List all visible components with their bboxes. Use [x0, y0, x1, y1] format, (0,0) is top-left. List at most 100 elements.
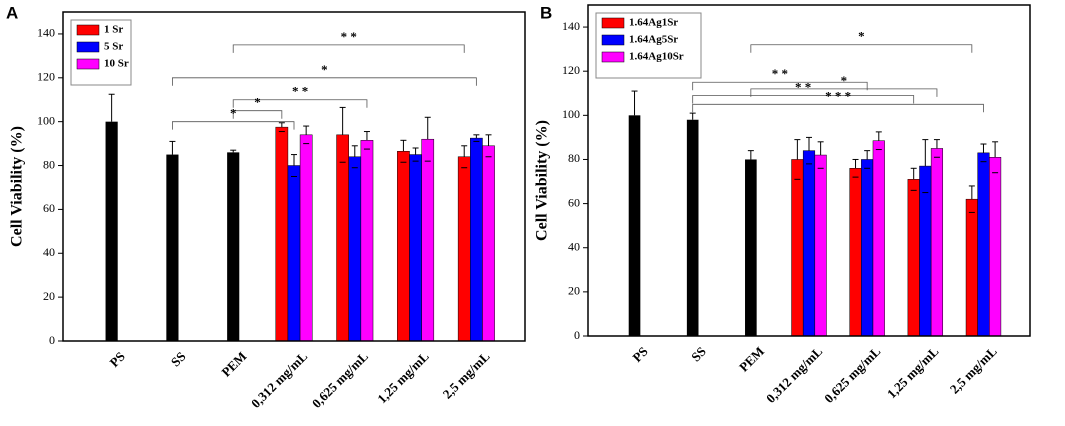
x-tick-label: 0,625 mg/mL [821, 343, 883, 405]
bar [336, 134, 349, 342]
bracket-line [750, 88, 938, 97]
y-tick-label: 120 [562, 63, 580, 77]
significance-bracket [232, 110, 283, 119]
bar [930, 148, 944, 337]
y-tick-label: 80 [43, 157, 55, 171]
error-bar [461, 145, 468, 169]
x-tick-label: 2,5 mg/mL [440, 348, 493, 401]
y-tick-label: 100 [562, 107, 580, 121]
y-tick-label: 120 [37, 70, 55, 84]
bar [628, 115, 641, 336]
bar [421, 138, 435, 342]
error-bar [473, 134, 480, 142]
error-bar [424, 116, 431, 162]
significance-label: * [858, 29, 865, 44]
significance-label: * * [772, 66, 788, 81]
chart: A Cell Viability (%) 0 20 40 60 80 100 120 140 PS S… [6, 3, 526, 411]
bar [457, 156, 471, 342]
error-bar [485, 134, 492, 158]
significance-label: * [841, 73, 848, 88]
bar [470, 137, 483, 342]
bar [814, 154, 827, 337]
bar [802, 150, 816, 337]
bar [482, 145, 495, 342]
significance-label: * [321, 62, 328, 77]
legend-swatch [601, 51, 625, 63]
error-bar [864, 150, 871, 169]
bracket-line [232, 44, 465, 53]
significance-bracket [172, 77, 477, 86]
error-bar [910, 167, 917, 191]
bracket-line [692, 81, 868, 91]
significance-label: * * [292, 84, 308, 99]
bracket-line [232, 99, 368, 108]
significance-bracket [692, 103, 984, 113]
legend-swatch [76, 58, 100, 70]
x-tick-label: PS [107, 349, 128, 370]
bar [791, 159, 804, 337]
error-bar [806, 136, 812, 165]
y-tick-label: 100 [37, 113, 55, 127]
panel-label: B [540, 3, 552, 22]
significance-label: * * [341, 29, 357, 44]
error-bar [992, 141, 999, 174]
error-bar [980, 143, 987, 163]
error-bar [412, 147, 419, 162]
bar [275, 126, 289, 342]
x-tick-label: 0,625 mg/mL [309, 348, 371, 410]
significance-label: * [230, 106, 237, 121]
bracket-line [172, 77, 477, 86]
x-tick-label: PS [629, 344, 650, 365]
significance-bracket [750, 44, 973, 53]
bar [397, 151, 410, 342]
bar [919, 165, 932, 337]
significance-bracket [232, 99, 368, 108]
bracket-line [172, 121, 295, 130]
error-bar [400, 139, 407, 163]
y-tick-label: 40 [568, 239, 580, 253]
significance-label: * * [795, 79, 811, 94]
y-tick-label: 140 [37, 26, 55, 40]
bar [686, 119, 699, 336]
bar [872, 140, 885, 337]
bar [849, 168, 862, 337]
error-bar [363, 131, 370, 150]
significance-bracket [750, 88, 938, 97]
x-tick-label: 0,312 mg/mL [763, 343, 825, 405]
bar [348, 156, 362, 342]
error-bar [339, 106, 346, 163]
significance-bracket [232, 44, 465, 53]
error-bar [794, 139, 801, 180]
error-bar [817, 141, 824, 169]
y-axis-label: Cell Viability (%) [534, 120, 551, 241]
y-tick-label: 60 [43, 201, 55, 215]
error-bar [303, 125, 310, 145]
bar [227, 152, 240, 341]
error-bar [689, 112, 696, 127]
y-tick-label: 0 [49, 333, 55, 347]
legend-label: 1 Sr [104, 24, 123, 36]
bar [745, 159, 757, 336]
bar [409, 154, 422, 342]
bar [287, 165, 301, 342]
y-tick-label: 60 [568, 195, 580, 209]
bracket-line [692, 103, 984, 113]
x-tick-label: PEM [218, 349, 249, 380]
y-tick-label: 0 [574, 328, 580, 342]
plot-frame [62, 11, 526, 342]
error-bar [278, 122, 285, 133]
legend: 1 Sr 5 Sr 10 Sr [70, 19, 132, 86]
legend-label: 1.64Ag5Sr [629, 34, 678, 46]
y-axis-label: Cell Viability (%) [9, 126, 26, 247]
error-bar [230, 149, 237, 156]
y-tick-label: 80 [568, 151, 580, 165]
chart: B Cell Viability (%) 0 20 40 60 80 100 120 140 PS S… [534, 3, 1031, 406]
legend: 1.64Ag1Sr 1.64Ag5Sr 1.64Ag10Sr [595, 12, 702, 79]
error-bar [108, 93, 115, 150]
legend-swatch [76, 41, 100, 53]
bar [907, 179, 920, 337]
x-tick-label: PEM [736, 344, 767, 375]
legend-label: 1.64Ag10Sr [629, 51, 684, 63]
legend-swatch [76, 24, 100, 36]
